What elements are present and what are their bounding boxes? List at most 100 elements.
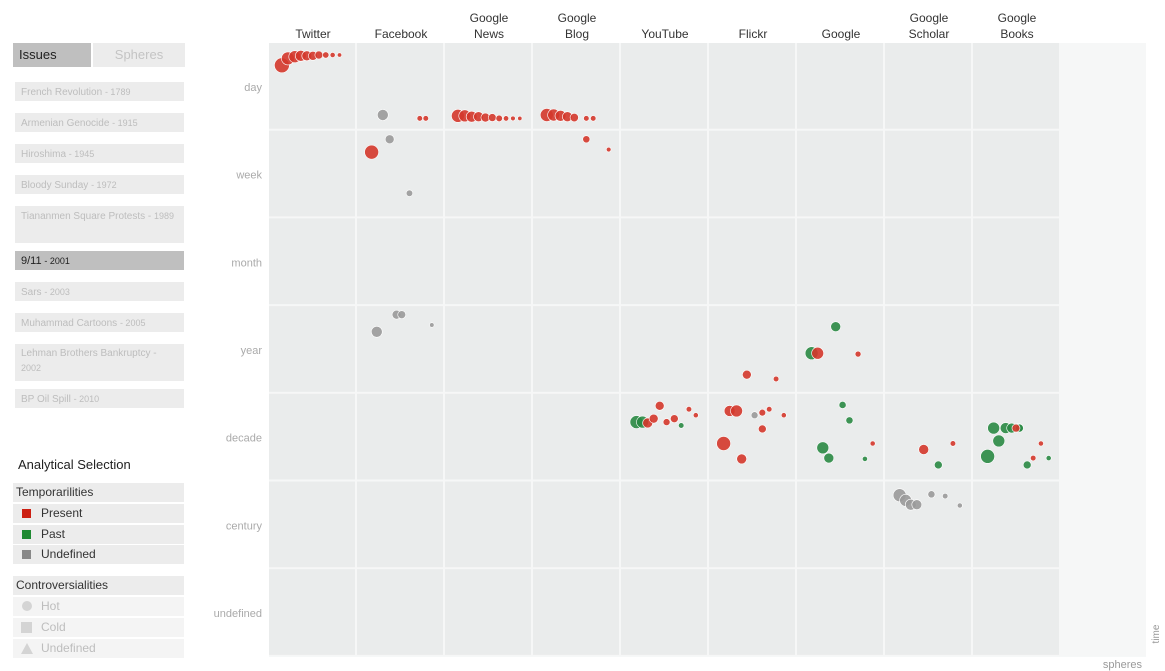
temporality-undefined[interactable]: Undefined — [13, 545, 184, 564]
data-point[interactable] — [337, 52, 343, 58]
data-point[interactable] — [429, 322, 435, 328]
data-point[interactable] — [992, 434, 1006, 448]
data-point[interactable] — [987, 421, 1000, 435]
data-point[interactable] — [838, 401, 847, 409]
data-point[interactable] — [670, 414, 679, 423]
grid-cell — [445, 569, 531, 655]
controversiality-cold[interactable]: Cold — [13, 618, 184, 637]
data-point[interactable] — [736, 453, 747, 465]
data-point[interactable] — [685, 406, 693, 413]
square-icon — [21, 622, 32, 633]
data-point[interactable] — [1045, 455, 1052, 461]
data-point[interactable] — [949, 440, 957, 447]
y-axis-label: time — [1151, 624, 1162, 643]
data-point[interactable] — [364, 144, 379, 160]
data-point[interactable] — [370, 326, 383, 338]
grid-cell — [797, 218, 883, 305]
data-point[interactable] — [495, 114, 503, 123]
issue-item[interactable]: Tiananmen Square Protests - 1989 — [15, 206, 184, 243]
grid-cell — [269, 130, 355, 217]
data-point[interactable] — [742, 369, 752, 380]
data-point[interactable] — [648, 413, 659, 424]
issue-item[interactable]: Armenian Genocide - 1915 — [15, 113, 184, 132]
data-point[interactable] — [654, 400, 665, 411]
data-point[interactable] — [716, 436, 731, 451]
data-point[interactable] — [845, 416, 854, 425]
data-point[interactable] — [854, 350, 862, 358]
grid-cell — [357, 306, 443, 392]
data-point[interactable] — [766, 406, 773, 413]
data-point[interactable] — [487, 113, 497, 122]
data-point[interactable] — [918, 444, 930, 455]
issue-item[interactable]: Bloody Sunday - 1972 — [15, 175, 184, 194]
data-point[interactable] — [811, 346, 824, 360]
data-point[interactable] — [730, 404, 743, 418]
column-header: Facebook — [375, 27, 429, 41]
issue-name: Tiananmen Square Protests - — [21, 211, 152, 222]
data-point[interactable] — [980, 449, 995, 464]
data-point[interactable] — [322, 51, 330, 59]
data-point[interactable] — [758, 408, 767, 417]
data-point[interactable] — [405, 189, 414, 197]
data-point[interactable] — [772, 375, 780, 383]
issue-name: 9/11 — [21, 255, 42, 267]
data-point[interactable] — [1038, 440, 1044, 447]
data-point[interactable] — [590, 115, 597, 122]
grid-cell — [621, 306, 707, 392]
data-point[interactable] — [1011, 423, 1021, 433]
temporality-present[interactable]: Present — [13, 504, 184, 523]
data-point[interactable] — [503, 115, 510, 122]
data-point[interactable] — [750, 411, 759, 420]
data-point[interactable] — [758, 424, 767, 434]
data-point[interactable] — [384, 134, 395, 145]
issue-item[interactable]: Hiroshima - 1945 — [15, 144, 184, 163]
data-point[interactable] — [329, 52, 336, 58]
issue-year: - 2003 — [44, 287, 70, 297]
tab-spheres[interactable]: Spheres — [93, 43, 185, 67]
tab-issues[interactable]: Issues — [13, 43, 91, 67]
data-point[interactable] — [517, 115, 523, 121]
data-point[interactable] — [314, 50, 324, 60]
issue-item[interactable]: BP Oil Spill - 2010 — [15, 389, 184, 408]
issue-item[interactable]: French Revolution - 1789 — [15, 82, 184, 101]
data-point[interactable] — [662, 418, 671, 426]
data-point[interactable] — [1022, 460, 1032, 470]
data-point[interactable] — [942, 492, 949, 500]
data-point[interactable] — [934, 460, 943, 470]
data-point[interactable] — [911, 499, 923, 510]
data-point[interactable] — [583, 115, 590, 122]
data-point[interactable] — [376, 109, 389, 121]
issue-name: BP Oil Spill — [21, 394, 71, 405]
data-point[interactable] — [582, 135, 591, 144]
issue-item[interactable]: Lehman Brothers Bankruptcy - 2002 — [15, 344, 184, 381]
data-point[interactable] — [678, 422, 685, 429]
issue-item[interactable]: Muhammad Cartoons - 2005 — [15, 313, 184, 332]
controversiality-undefined[interactable]: Undefined — [13, 639, 184, 658]
data-point[interactable] — [956, 502, 963, 509]
data-point[interactable] — [869, 440, 876, 447]
controversiality-hot[interactable]: Hot — [13, 597, 184, 616]
issue-item[interactable]: 9/11 - 2001 — [15, 251, 184, 270]
data-point[interactable] — [569, 113, 579, 123]
undefined-swatch — [22, 550, 31, 559]
data-point[interactable] — [692, 412, 699, 419]
issue-item[interactable]: Sars - 2003 — [15, 282, 184, 301]
data-point[interactable] — [823, 452, 835, 464]
data-point[interactable] — [422, 115, 429, 122]
data-point[interactable] — [416, 115, 423, 122]
data-point[interactable] — [816, 441, 830, 455]
data-point[interactable] — [927, 490, 936, 499]
data-point[interactable] — [830, 321, 842, 332]
data-point[interactable] — [397, 310, 407, 319]
grid-cell — [621, 218, 707, 305]
data-point[interactable] — [510, 115, 516, 122]
data-point[interactable] — [605, 146, 612, 153]
grid-cell — [973, 218, 1059, 305]
data-point[interactable] — [862, 456, 868, 462]
temporality-past[interactable]: Past — [13, 525, 184, 544]
data-point[interactable] — [780, 412, 787, 419]
data-point[interactable] — [1030, 454, 1037, 462]
grid-cell — [709, 43, 795, 129]
grid-cell — [445, 306, 531, 392]
